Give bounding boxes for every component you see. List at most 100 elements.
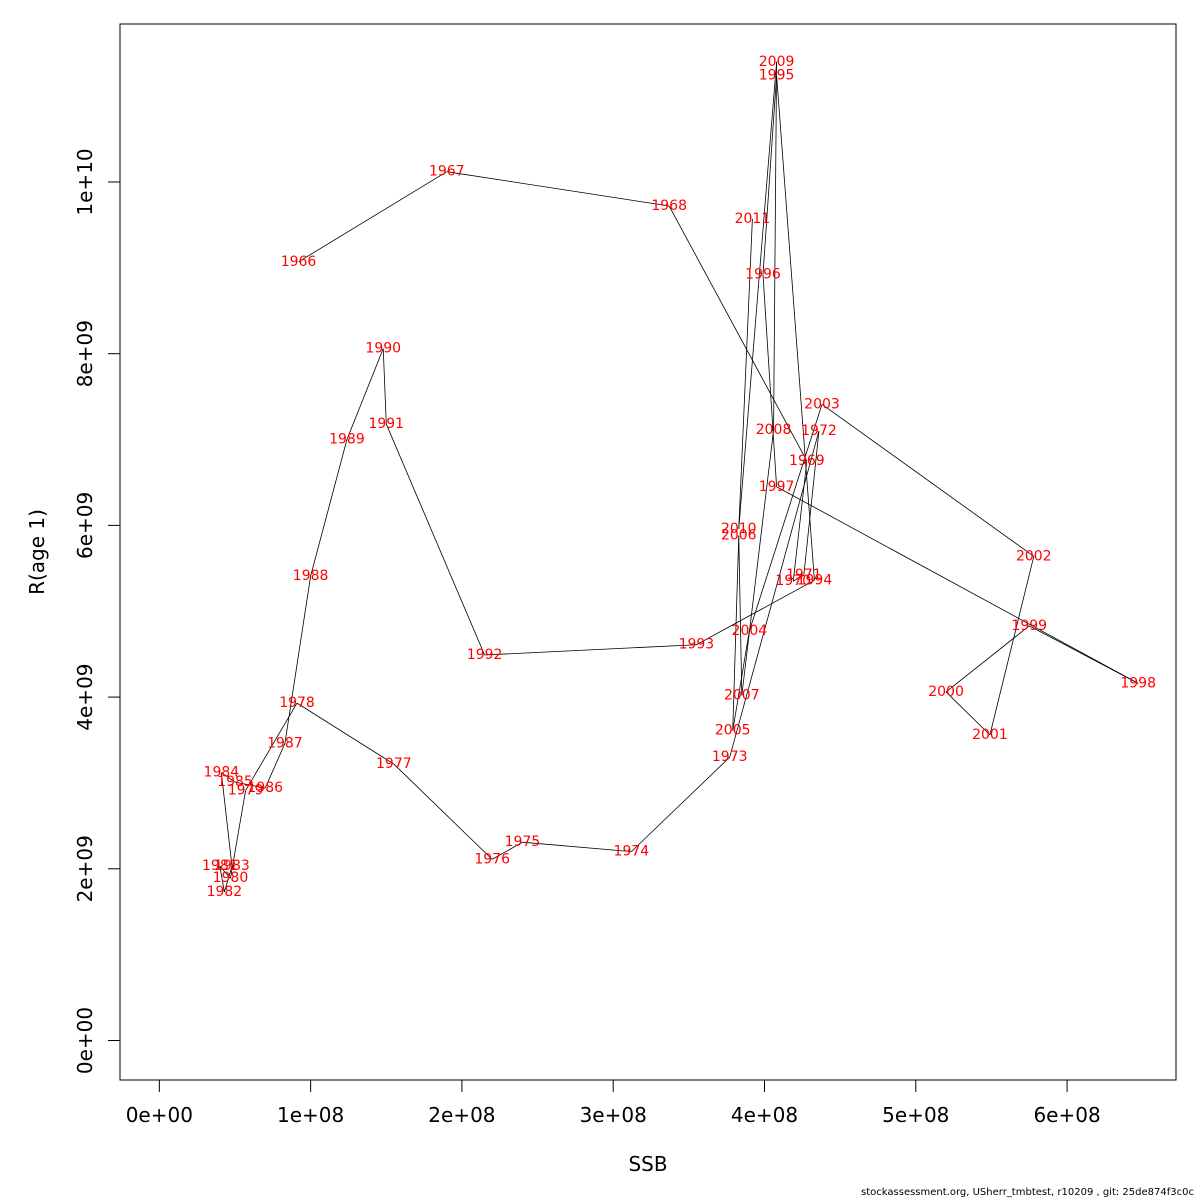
segment-2008-2009 [773, 61, 777, 431]
segment-2006-2007 [738, 535, 743, 696]
point-label-1993: 1993 [679, 637, 715, 653]
point-label-1987: 1987 [267, 735, 303, 751]
point-label-1971: 1971 [786, 567, 822, 583]
segment-1979-1980 [230, 790, 246, 879]
segment-1995-1996 [762, 75, 777, 275]
point-label-1978: 1978 [279, 695, 315, 711]
segment-1982-1983 [224, 866, 233, 893]
point-label-1984: 1984 [204, 765, 240, 781]
segment-1988-1989 [310, 439, 348, 577]
point-label-1983: 1983 [214, 858, 250, 874]
x-tick-label: 4e+08 [731, 1103, 798, 1127]
segment-1974-1975 [522, 841, 632, 853]
segment-2004-2005 [732, 630, 750, 731]
segment-1985-1986 [234, 781, 266, 789]
y-tick-label: 6e+09 [73, 492, 97, 559]
point-label-1966: 1966 [281, 254, 317, 270]
segment-1975-1976 [491, 841, 523, 860]
point-label-2009: 2009 [759, 54, 795, 70]
point-label-1975: 1975 [505, 834, 541, 850]
point-label-1967: 1967 [429, 164, 465, 180]
x-tick-label: 6e+08 [1033, 1103, 1100, 1127]
point-label-2006: 2006 [721, 528, 757, 544]
x-tick-label: 2e+08 [428, 1103, 495, 1127]
segment-1969-1970 [792, 460, 808, 582]
point-label-1980: 1980 [213, 870, 249, 886]
y-tick-label: 0e+00 [73, 1007, 97, 1074]
point-label-1997: 1997 [759, 479, 795, 495]
x-tick-label: 1e+08 [277, 1103, 344, 1127]
segment-1977-1978 [296, 702, 395, 765]
point-label-1977: 1977 [376, 756, 412, 772]
x-axis: 0e+00 1e+08 2e+08 3e+08 4e+08 5e+08 6e+08 [126, 1079, 1101, 1127]
point-label-2001: 2001 [972, 727, 1008, 743]
segment-1989-1990 [346, 348, 384, 440]
point-label-2010: 2010 [721, 521, 757, 537]
point-label-1973: 1973 [712, 749, 748, 765]
point-label-1985: 1985 [217, 774, 253, 790]
segment-2007-2008 [741, 430, 774, 696]
point-label-2002: 2002 [1016, 548, 1052, 564]
y-tick-label: 8e+09 [73, 320, 97, 387]
segment-1992-1993 [484, 644, 697, 656]
segment-1986-1987 [264, 743, 286, 789]
y-tick-label: 4e+09 [73, 663, 97, 730]
segment-2000-2001 [945, 691, 991, 736]
point-label-1969: 1969 [789, 453, 825, 469]
y-axis-title: R(age 1) [25, 509, 49, 595]
x-tick-label: 0e+00 [126, 1103, 193, 1127]
segment-1970-1971 [793, 574, 805, 582]
segment-1994-1995 [776, 75, 815, 581]
point-label-1999: 1999 [1011, 618, 1047, 634]
segment-2009-2010 [738, 61, 777, 529]
segment-1976-1977 [393, 763, 493, 860]
x-axis-title: SSB [628, 1152, 667, 1176]
segment-2001-2002 [989, 556, 1035, 735]
segment-1987-1988 [284, 575, 312, 744]
point-label-1968: 1968 [651, 198, 687, 214]
point-label-1992: 1992 [467, 647, 503, 663]
point-label-1994: 1994 [797, 572, 833, 588]
point-label-2008: 2008 [756, 422, 792, 438]
segment-1999-2000 [945, 625, 1030, 693]
segment-1996-1997 [762, 274, 777, 487]
point-label-1989: 1989 [329, 432, 365, 448]
point-label-1986: 1986 [247, 780, 283, 796]
segment-2002-2003 [821, 404, 1035, 557]
point-label-2003: 2003 [804, 396, 840, 412]
y-tick-label: 2e+09 [73, 835, 97, 902]
segment-1991-1992 [385, 423, 485, 656]
point-label-1982: 1982 [207, 884, 243, 900]
series-path [219, 61, 1139, 893]
point-label-1979: 1979 [228, 783, 264, 799]
x-tick-label: 3e+08 [580, 1103, 647, 1127]
segment-1973-1974 [631, 756, 730, 852]
x-tick-label: 5e+08 [882, 1103, 949, 1127]
point-label-1988: 1988 [293, 568, 329, 584]
segment-2003-2004 [748, 404, 823, 632]
y-axis: 0e+00 2e+09 4e+09 6e+09 8e+09 1e+10 [73, 148, 121, 1074]
segment-1971-1972 [803, 430, 820, 576]
segment-1981-1982 [219, 866, 225, 893]
point-label-1991: 1991 [368, 416, 404, 432]
segment-1966-1967 [298, 171, 447, 263]
point-label-2011: 2011 [735, 211, 771, 227]
point-label-1995: 1995 [759, 68, 795, 84]
point-label-1996: 1996 [745, 267, 781, 283]
segment-2010-2011 [738, 218, 753, 529]
segment-1998-1999 [1029, 625, 1139, 684]
segment-1968-1969 [668, 205, 808, 462]
point-label-1976: 1976 [474, 851, 510, 867]
segment-2005-2006 [732, 535, 740, 731]
segment-1967-1968 [446, 171, 670, 207]
point-label-2007: 2007 [724, 687, 760, 703]
segment-1972-1973 [729, 430, 820, 758]
point-label-1981: 1981 [202, 858, 238, 874]
point-label-1974: 1974 [614, 844, 650, 860]
point-label-1970: 1970 [775, 573, 811, 589]
segment-1997-1998 [776, 486, 1139, 684]
segment-1983-1984 [220, 772, 233, 867]
segment-1990-1991 [382, 348, 387, 425]
